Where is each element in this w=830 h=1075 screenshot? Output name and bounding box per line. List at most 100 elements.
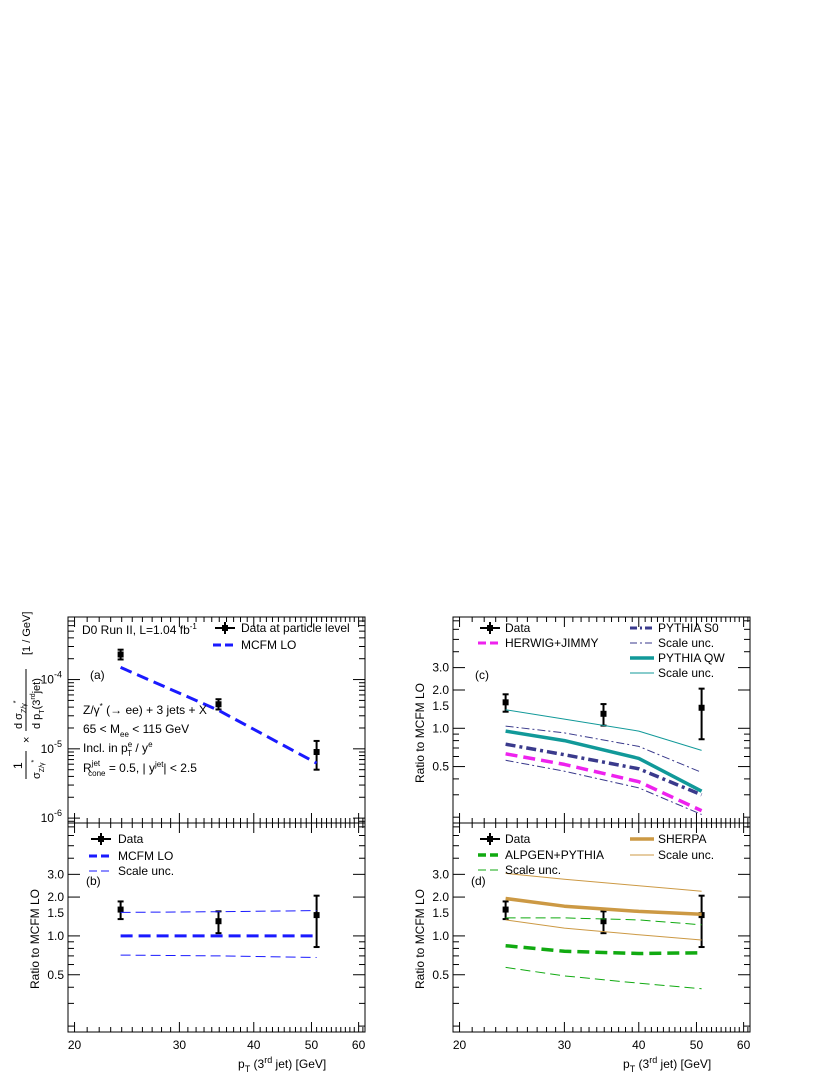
panel-c-series-line [505,709,702,751]
panel-c-series-line [505,725,702,773]
panel-d-xtick-label: 60 [737,1038,751,1052]
legend-b-scale-text: Scale unc. [118,864,174,878]
legend-c-herwig-text: HERWIG+JIMMY [505,636,598,650]
legend-d-sherpa-text: SHERPA [658,832,706,846]
svg-text:d σZ/γ*: d σZ/γ* [13,700,28,729]
svg-text:d pT(3rdjet): d pT(3rdjet) [30,678,46,729]
legend-c-s0-scale-text: Scale unc. [658,636,714,650]
panel-b-ylabel: Ratio to MCFM LO [28,889,42,989]
legend-a: Data at particle level MCFM LO [213,621,350,652]
svg-text:1: 1 [11,762,25,769]
panel-d-ytick-label: 1.0 [432,929,449,943]
panel-d-frame [452,822,751,1033]
panel-a-ytick-label: 10-5 [41,739,62,756]
x-axis-title-left: pT (3rd jet) [GeV] [238,1055,326,1074]
svg-text:σZ/γ*: σZ/γ* [31,759,46,779]
legend-c-s0-text: PYTHIA S0 [658,621,719,635]
panel-c-ytick-label: 1.5 [432,699,449,713]
panel-c-data-point [600,710,607,717]
panel-b-xtick-label: 50 [305,1038,319,1052]
panel-b-series-line [120,954,317,958]
panel-b-xtick-label: 30 [173,1038,187,1052]
cone-label: Rjet cone = 0.5, | yjet| < 2.5 [83,759,197,778]
panel-b-ytick-label: 0.5 [47,968,64,982]
legend-d-alpgen-scale-text: Scale unc. [505,863,561,877]
svg-text:×: × [21,737,33,743]
incl-label: Incl. in pe T / ye [83,740,153,758]
panel-d-data-point [698,912,705,919]
panel-c-data-point [502,699,509,706]
panel-d-xtick-label: 20 [453,1038,467,1052]
panel-c-ytick-label: 2.0 [432,683,449,697]
panel-label-b: (b) [86,874,101,888]
panel-a-ylabel: 1 σZ/γ* × d σZ/γ* d pT(3rdjet) [1 / GeV] [11,612,46,779]
legend-c: Data HERWIG+JIMMY PYTHIA S0 Scale unc. P… [478,621,725,680]
panel-d-series-line [505,943,702,956]
process-label: Z/γ* (→ ee) + 3 jets + X [83,702,207,717]
legend-b-mcfm-text: MCFM LO [118,849,173,863]
legend-a-data-square [222,625,228,631]
panel-d-ytick-label: 0.5 [432,968,449,982]
panel-b-series-line [120,910,317,913]
panel-a-data-point [215,701,222,708]
panel-d-ytick-label: 1.5 [432,906,449,920]
legend-d-data-text: Data [505,832,531,846]
panel-c-series-line [505,742,703,797]
panel-d-ytick-label: 3.0 [432,867,449,881]
legend-c-qw-text: PYTHIA QW [658,651,725,665]
panel-b-xtick-label: 60 [352,1038,366,1052]
panel-d-series-line [505,896,702,917]
panel-d-data-point [502,906,509,913]
legend-d-alpgen-text: ALPGEN+PYTHIA [505,848,604,862]
panel-d-xtick-label: 50 [690,1038,704,1052]
panel-label-d: (d) [471,874,486,888]
legend-b: Data MCFM LO Scale unc. [89,832,174,878]
legend-a-data-text: Data at particle level [241,621,350,635]
panel-b-ytick-label: 3.0 [47,867,64,881]
panel-label-a: (a) [90,668,105,682]
panel-a-series-line [119,666,318,765]
panel-a-data-point [313,749,320,756]
panel-d-series-line [505,917,702,926]
panel-d-series-line [505,919,702,941]
panel-c-ytick-label: 0.5 [432,760,449,774]
panel-b-data-point [117,906,124,913]
panel-b-frame [67,822,366,1033]
panel-b-data-point [215,918,222,925]
legend-b-data-text: Data [118,832,144,846]
svg-text:[1 / GeV]: [1 / GeV] [21,612,33,655]
panel-label-c: (c) [475,668,489,682]
panel-c-series-line [505,752,703,813]
legend-c-qw-scale-text: Scale unc. [658,666,714,680]
experiment-label: D0 Run II, L=1.04 fb-1 [82,622,197,637]
panel-d-xtick-label: 40 [632,1038,646,1052]
panel-a-ytick-label: 10-4 [41,670,62,687]
panel-d-xtick-label: 30 [558,1038,572,1052]
panel-b-ytick-label: 2.0 [47,890,64,904]
legend-c-data-text: Data [505,621,531,635]
panel-b-xtick-label: 20 [68,1038,82,1052]
legend-d-sherpa-scale-text: Scale unc. [658,848,714,862]
panel-d-series-line [505,872,702,892]
panel-d-series-line [505,966,702,990]
x-axis-title-right: pT (3rd jet) [GeV] [623,1055,711,1074]
mass-cut-label: 65 < Mee < 115 GeV [83,722,189,739]
panel-d-data-point [600,918,607,925]
panel-c-series-line [505,759,702,815]
panel-b-ytick-label: 1.0 [47,929,64,943]
panel-c-series-line [505,729,703,793]
panel-a-data-point [117,651,124,658]
panel-d-ytick-label: 2.0 [432,890,449,904]
panel-a-frame [67,616,366,824]
panel-c-ytick-label: 1.0 [432,721,449,735]
panel-a-ytick-label: 10-6 [41,808,62,825]
panel-c-data-point [698,704,705,711]
panel-c-ytick-label: 3.0 [432,661,449,675]
panel-b-ytick-label: 1.5 [47,906,64,920]
panel-d-ylabel: Ratio to MCFM LO [413,889,427,989]
legend-a-mcfm-text: MCFM LO [241,638,296,652]
panel-b-xtick-label: 40 [247,1038,261,1052]
legend-d: Data ALPGEN+PYTHIA Scale unc. SHERPA Sca… [478,832,714,877]
panel-b-data-point [313,912,320,919]
